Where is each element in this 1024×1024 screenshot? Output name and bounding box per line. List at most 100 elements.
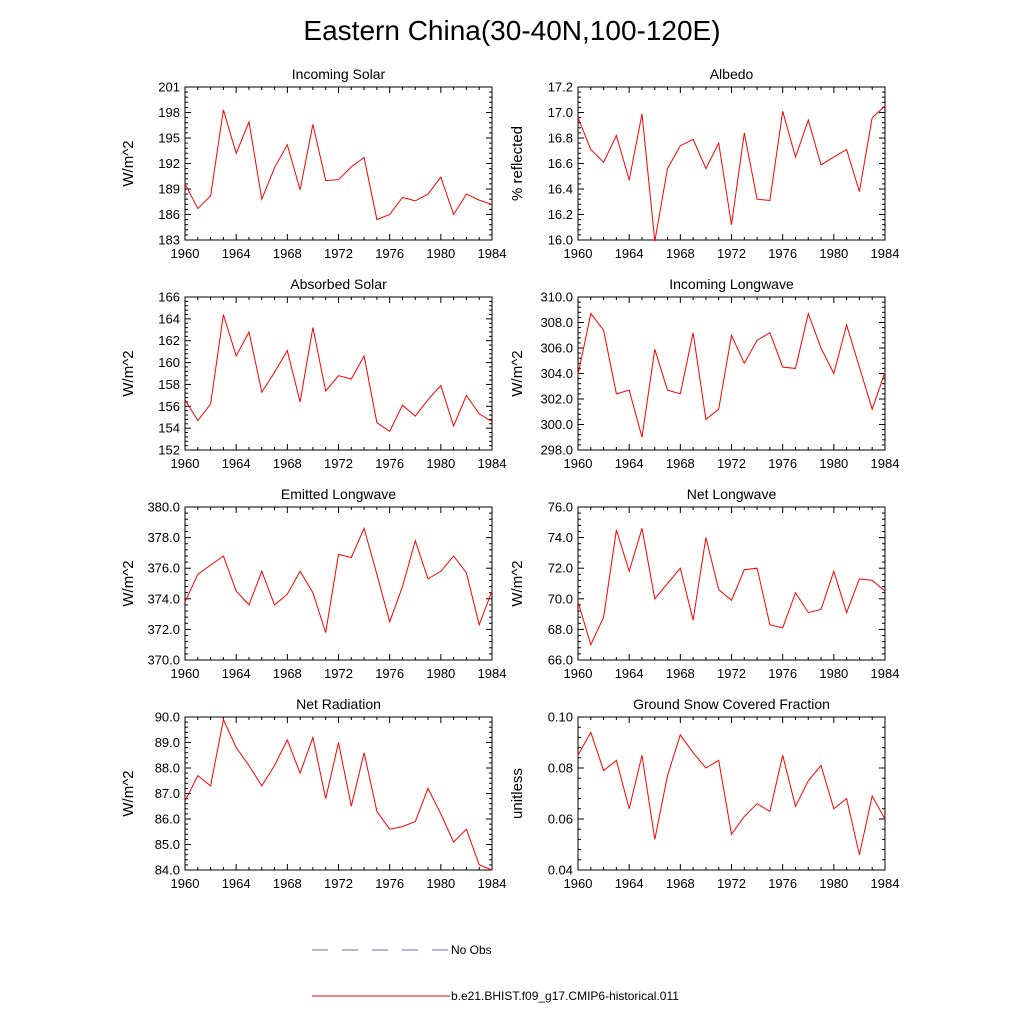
x-tick-label: 1984 xyxy=(871,456,900,471)
x-tick-label: 1964 xyxy=(222,246,251,261)
y-tick-label: 76.0 xyxy=(548,500,573,515)
y-tick-label: 84.0 xyxy=(155,863,180,878)
x-tick-label: 1980 xyxy=(426,666,455,681)
x-tick-label: 1960 xyxy=(171,666,200,681)
panel-title: Emitted Longwave xyxy=(281,486,396,502)
legend-no-obs-label: No Obs xyxy=(451,943,492,957)
y-tick-label: 302.0 xyxy=(540,392,573,407)
x-tick-label: 1976 xyxy=(768,246,797,261)
y-tick-label: 152 xyxy=(158,443,180,458)
y-tick-label: 374.0 xyxy=(147,591,180,606)
plot-frame xyxy=(184,716,493,871)
series-line xyxy=(577,105,886,242)
x-tick-label: 1960 xyxy=(564,456,593,471)
y-tick-label: 154 xyxy=(158,421,180,436)
x-tick-label: 1968 xyxy=(666,456,695,471)
x-tick-label: 1976 xyxy=(768,666,797,681)
y-tick-label: 66.0 xyxy=(548,653,573,668)
x-tick-label: 1976 xyxy=(375,666,404,681)
y-tick-label: 308.0 xyxy=(540,315,573,330)
y-tick-label: 380.0 xyxy=(147,500,180,515)
x-tick-label: 1968 xyxy=(666,246,695,261)
x-tick-label: 1984 xyxy=(478,876,507,891)
panel-net-radiation: Net Radiation 1960 1964 1968 1972 1976 1980 198… xyxy=(120,696,506,891)
x-tick-label: 1960 xyxy=(171,876,200,891)
x-tick-label: 1964 xyxy=(615,456,644,471)
panel-title: Incoming Solar xyxy=(292,66,386,82)
x-tick-label: 1968 xyxy=(273,456,302,471)
y-tick-label: 300.0 xyxy=(540,417,573,432)
y-tick-label: 0.08 xyxy=(548,761,573,776)
series-line xyxy=(184,717,493,871)
y-axis-label: W/m^2 xyxy=(120,350,137,396)
plot-frame xyxy=(184,506,493,661)
y-tick-label: 370.0 xyxy=(147,653,180,668)
plot-frame xyxy=(184,86,493,241)
x-tick-label: 1980 xyxy=(819,246,848,261)
y-tick-label: 16.2 xyxy=(548,207,573,222)
y-tick-label: 16.6 xyxy=(548,156,573,171)
x-tick-label: 1968 xyxy=(273,246,302,261)
y-tick-label: 0.06 xyxy=(548,812,573,827)
x-tick-label: 1964 xyxy=(615,876,644,891)
series-line xyxy=(577,311,886,438)
x-tick-label: 1968 xyxy=(273,876,302,891)
y-tick-label: 88.0 xyxy=(155,761,180,776)
y-tick-label: 86.0 xyxy=(155,812,180,827)
x-tick-label: 1960 xyxy=(564,246,593,261)
x-tick-label: 1964 xyxy=(222,666,251,681)
x-tick-label: 1964 xyxy=(615,246,644,261)
y-tick-label: 166 xyxy=(158,290,180,305)
y-tick-label: 0.10 xyxy=(548,710,573,725)
x-tick-label: 1984 xyxy=(871,876,900,891)
x-tick-label: 1968 xyxy=(666,876,695,891)
x-tick-label: 1976 xyxy=(768,456,797,471)
plot-frame xyxy=(577,506,886,661)
x-tick-label: 1972 xyxy=(717,666,746,681)
x-tick-label: 1976 xyxy=(375,876,404,891)
y-tick-label: 192 xyxy=(158,156,180,171)
x-tick-label: 1972 xyxy=(324,456,353,471)
y-axis-label: W/m^2 xyxy=(120,560,137,606)
y-tick-label: 156 xyxy=(158,399,180,414)
y-tick-label: 378.0 xyxy=(147,530,180,545)
legend: No Obs b.e21.BHIST.f09_g17.CMIP6-histori… xyxy=(312,943,679,1003)
legend-model-label: b.e21.BHIST.f09_g17.CMIP6-historical.011 xyxy=(451,989,679,1003)
series-line xyxy=(577,528,886,647)
panel-title: Absorbed Solar xyxy=(290,276,387,292)
y-tick-label: 89.0 xyxy=(155,735,180,750)
y-tick-label: 158 xyxy=(158,377,180,392)
y-tick-label: 164 xyxy=(158,311,180,326)
series-line xyxy=(184,314,493,433)
plot-frame xyxy=(577,296,886,451)
y-tick-label: 372.0 xyxy=(147,622,180,637)
panel-net-longwave: Net Longwave 1960 1964 1968 1972 1976 1980 1984… xyxy=(509,486,899,681)
y-tick-label: 17.2 xyxy=(548,80,573,95)
panel-title: Ground Snow Covered Fraction xyxy=(633,696,830,712)
figure-title: Eastern China(30-40N,100-120E) xyxy=(303,15,720,46)
y-tick-label: 376.0 xyxy=(147,561,180,576)
x-tick-label: 1972 xyxy=(324,666,353,681)
x-tick-label: 1976 xyxy=(375,246,404,261)
x-tick-label: 1984 xyxy=(478,246,507,261)
panel-albedo: Albedo 1960 1964 1968 1972 1976 1980 1984 16.0 16… xyxy=(509,66,899,261)
panel-incoming-solar: Incoming Solar 1960 1964 1968 1972 1976 1980 19… xyxy=(120,66,506,261)
panel-absorbed-solar: Absorbed Solar 1960 1964 1968 1972 1976 1980 19… xyxy=(120,276,506,471)
x-tick-label: 1980 xyxy=(426,246,455,261)
y-tick-label: 183 xyxy=(158,233,180,248)
y-tick-label: 17.0 xyxy=(548,105,573,120)
y-axis-label: W/m^2 xyxy=(509,350,526,396)
y-tick-label: 306.0 xyxy=(540,341,573,356)
y-tick-label: 162 xyxy=(158,333,180,348)
x-tick-label: 1972 xyxy=(717,246,746,261)
y-tick-label: 90.0 xyxy=(155,710,180,725)
x-tick-label: 1984 xyxy=(871,666,900,681)
x-tick-label: 1960 xyxy=(171,456,200,471)
panel-title: Albedo xyxy=(710,66,754,82)
x-tick-label: 1984 xyxy=(478,666,507,681)
x-tick-label: 1980 xyxy=(819,666,848,681)
x-tick-label: 1980 xyxy=(819,876,848,891)
y-axis-label: W/m^2 xyxy=(509,560,526,606)
y-tick-label: 186 xyxy=(158,207,180,222)
